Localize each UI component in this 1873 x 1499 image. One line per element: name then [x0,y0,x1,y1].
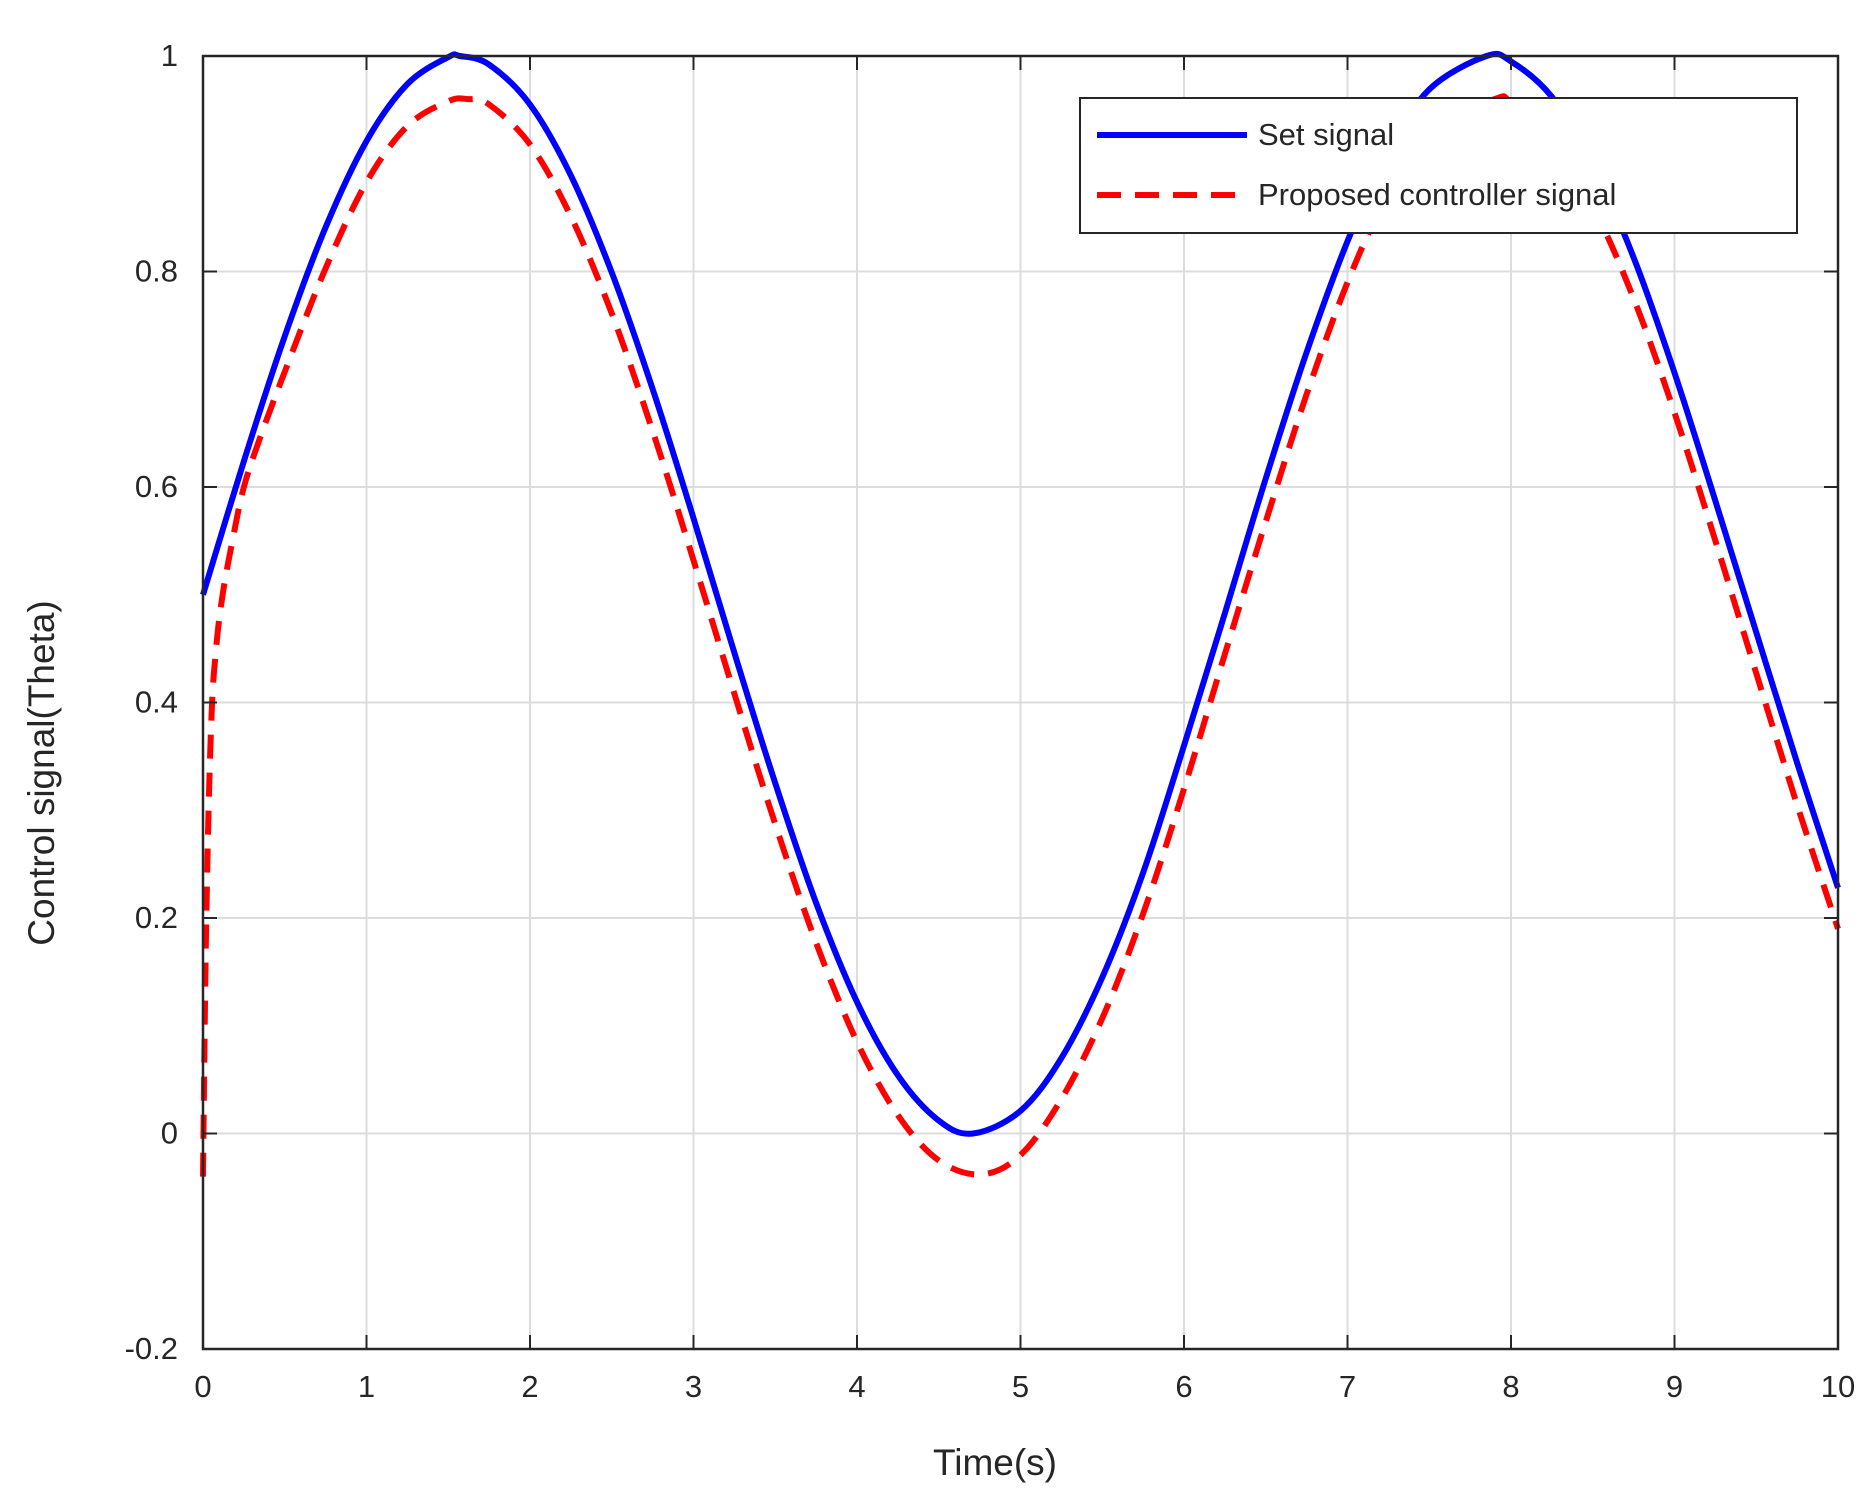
legend-label-proposed-controller-signal: Proposed controller signal [1258,177,1616,212]
x-tick-label: 0 [194,1369,211,1404]
axis-ticks: 0 1 2 3 4 5 6 7 8 9 10 -0.2 0 0.2 0.4 0.6 0.8 1 [125,38,1856,1404]
x-tick-label: 7 [1339,1369,1356,1404]
x-tick-label: 8 [1502,1369,1519,1404]
y-tick-label: 1 [161,38,178,73]
y-tick-label: 0.2 [135,900,178,935]
grid-lines [203,56,1838,1349]
x-tick-label: 1 [358,1369,375,1404]
y-axis-label: Control signal(Theta) [21,600,62,945]
series-line-proposed-controller-signal [200,93,1841,1178]
legend-label-set-signal: Set signal [1258,117,1394,152]
x-tick-label: 5 [1012,1369,1029,1404]
y-tick-label: -0.2 [125,1331,178,1366]
y-tick-label: 0.4 [135,685,178,720]
legend: Set signal Proposed controller signal [1079,97,1798,234]
x-tick-label: 4 [848,1369,865,1404]
y-tick-label: 0.8 [135,254,178,289]
x-tick-label: 6 [1175,1369,1192,1404]
x-tick-label: 2 [521,1369,538,1404]
x-tick-label: 10 [1821,1369,1855,1404]
y-tick-label: 0.6 [135,469,178,504]
x-tick-label: 3 [685,1369,702,1404]
legend-box [1079,97,1798,234]
x-tick-label: 9 [1666,1369,1683,1404]
y-tick-label: 0 [161,1116,178,1151]
x-axis-label: Time(s) [933,1442,1057,1483]
